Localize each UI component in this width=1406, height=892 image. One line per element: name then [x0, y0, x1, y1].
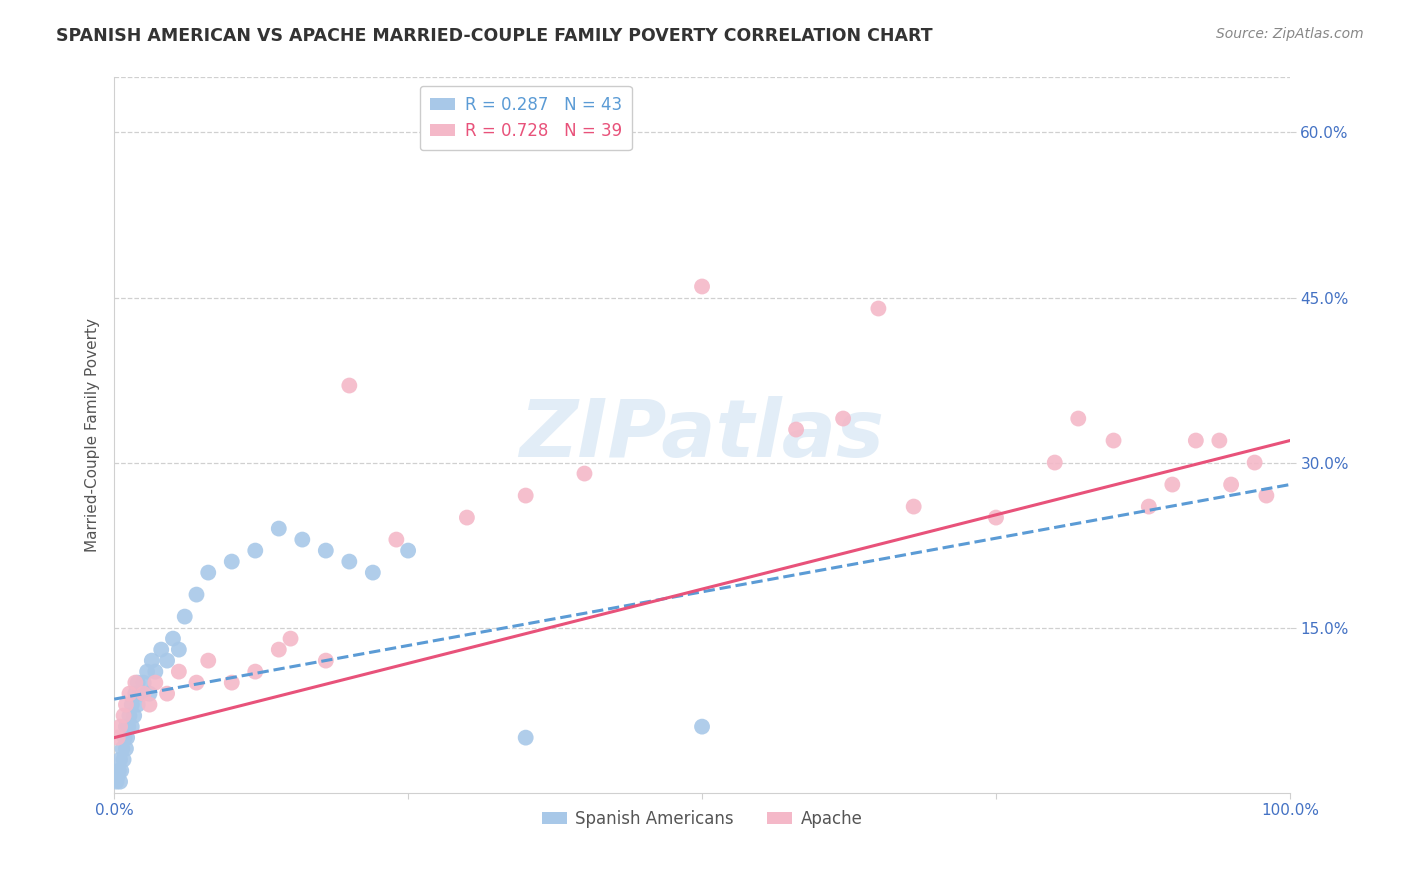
Point [110, 764, 132, 778]
Point [245, 543, 267, 558]
Point [156, 654, 179, 668]
Point [107, 731, 129, 745]
Point [143, 675, 166, 690]
Point [108, 720, 131, 734]
Point [515, 489, 537, 503]
Point [143, 665, 166, 679]
Point [108, 764, 131, 778]
Point [337, 378, 360, 392]
Point [121, 720, 143, 734]
Y-axis label: Married-Couple Family Poverty: Married-Couple Family Poverty [86, 318, 100, 552]
Point [173, 609, 195, 624]
Legend: Spanish Americans, Apache: Spanish Americans, Apache [536, 803, 869, 834]
Point [832, 411, 855, 425]
Point [115, 698, 138, 712]
Point [574, 467, 596, 481]
Point [115, 731, 138, 745]
Point [1161, 477, 1184, 491]
Text: Source: ZipAtlas.com: Source: ZipAtlas.com [1216, 27, 1364, 41]
Point [107, 769, 129, 783]
Point [1220, 477, 1243, 491]
Point [138, 687, 160, 701]
Point [136, 665, 159, 679]
Point [115, 741, 138, 756]
Point [124, 687, 146, 701]
Point [117, 720, 139, 734]
Text: ZIPatlas: ZIPatlas [520, 396, 884, 474]
Point [122, 708, 145, 723]
Point [291, 533, 314, 547]
Point [127, 675, 149, 690]
Point [690, 720, 713, 734]
Point [1256, 489, 1278, 503]
Point [361, 566, 384, 580]
Point [127, 698, 149, 712]
Point [112, 753, 135, 767]
Point [118, 687, 141, 701]
Point [1208, 434, 1230, 448]
Point [903, 500, 925, 514]
Point [197, 566, 219, 580]
Point [108, 753, 131, 767]
Point [456, 510, 478, 524]
Point [690, 279, 713, 293]
Point [785, 423, 807, 437]
Point [515, 731, 537, 745]
Point [221, 675, 243, 690]
Point [221, 555, 243, 569]
Point [315, 654, 337, 668]
Point [1137, 500, 1160, 514]
Point [162, 632, 184, 646]
Point [337, 555, 360, 569]
Point [167, 642, 190, 657]
Point [114, 731, 136, 745]
Point [984, 510, 1007, 524]
Point [150, 642, 173, 657]
Point [315, 543, 337, 558]
Point [1185, 434, 1208, 448]
Point [1043, 456, 1066, 470]
Point [105, 774, 128, 789]
Point [121, 698, 143, 712]
Point [267, 642, 290, 657]
Point [868, 301, 890, 316]
Point [186, 588, 208, 602]
Point [186, 675, 208, 690]
Point [1067, 411, 1090, 425]
Point [124, 675, 146, 690]
Point [1102, 434, 1125, 448]
Point [118, 708, 141, 723]
Point [112, 708, 135, 723]
Point [132, 687, 155, 701]
Point [115, 720, 138, 734]
Point [111, 741, 134, 756]
Point [156, 687, 179, 701]
Point [1243, 456, 1265, 470]
Point [132, 675, 155, 690]
Point [245, 665, 267, 679]
Point [108, 774, 131, 789]
Point [167, 665, 190, 679]
Point [267, 522, 290, 536]
Point [141, 654, 163, 668]
Point [129, 687, 152, 701]
Point [385, 533, 408, 547]
Point [197, 654, 219, 668]
Text: SPANISH AMERICAN VS APACHE MARRIED-COUPLE FAMILY POVERTY CORRELATION CHART: SPANISH AMERICAN VS APACHE MARRIED-COUPL… [56, 27, 932, 45]
Point [280, 632, 302, 646]
Point [138, 698, 160, 712]
Point [396, 543, 419, 558]
